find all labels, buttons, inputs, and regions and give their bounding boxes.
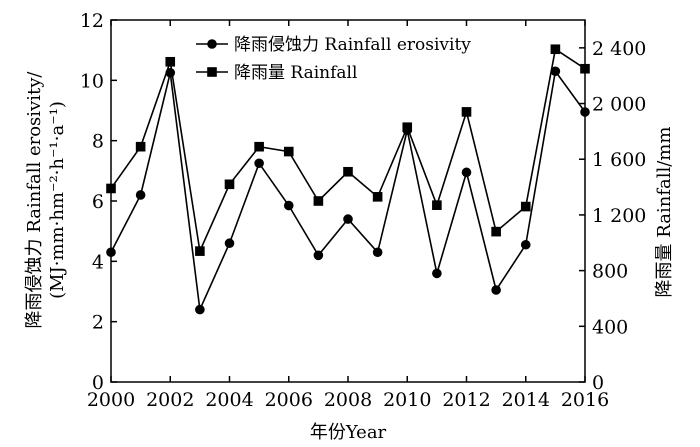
erosivity-point <box>520 239 531 250</box>
x-tick-label: 2010 <box>383 389 431 411</box>
y-axis-left-title-line2: (MJ·mm·hm⁻²·h⁻¹·a⁻¹) <box>47 101 68 299</box>
series-line-1 <box>110 69 586 313</box>
y-right-tick-label: 2 000 <box>592 94 646 116</box>
x-tick-label: 2016 <box>561 389 609 411</box>
erosivity-point <box>491 285 501 295</box>
rainfall-point <box>432 200 442 210</box>
erosivity-point <box>254 158 264 169</box>
erosivity-point <box>283 200 294 211</box>
x-tick-label: 2002 <box>146 389 194 411</box>
y-left-tick-label: 4 <box>92 251 104 273</box>
rainfall-point <box>491 226 501 237</box>
erosivity-point <box>195 304 205 315</box>
erosivity-point <box>106 247 116 258</box>
x-tick-label: 2006 <box>265 389 313 411</box>
axes-layer: 2000 2002 2004 2006 2008 2010 2012 2014 20160246… <box>80 10 647 411</box>
x-tick-label: 2014 <box>502 389 550 411</box>
y-left-tick-label: 0 <box>92 372 104 394</box>
rainfall-point <box>550 44 561 55</box>
erosivity-point <box>135 190 146 200</box>
y-right-tick-label: 1 600 <box>592 149 646 171</box>
legend-marker-circle <box>207 39 217 49</box>
x-axis-title: 年份Year <box>310 422 387 443</box>
legend-label-2: 降雨量 Rainfall <box>234 63 357 83</box>
y-left-tick-label: 6 <box>92 191 104 213</box>
legend-marker-square <box>207 67 217 77</box>
rainfall-point <box>520 201 531 212</box>
rainfall-point <box>106 183 116 194</box>
erosivity-point <box>372 247 383 258</box>
rainfall-point <box>372 192 383 202</box>
y-right-tick-label: 400 <box>592 316 628 338</box>
legend-label-1: 降雨侵蚀力 Rainfall erosivity <box>234 35 471 55</box>
x-tick-label: 2000 <box>87 389 135 411</box>
y-left-tick-label: 10 <box>80 70 104 92</box>
rainfall-point <box>254 141 264 152</box>
erosivity-point <box>461 167 472 178</box>
x-tick-label: 2008 <box>324 389 372 411</box>
y-right-tick-label: 0 <box>592 372 604 394</box>
y-right-tick-label: 1 200 <box>592 205 646 227</box>
rainfall-point <box>402 122 413 133</box>
erosivity-point <box>313 250 324 261</box>
erosivity-point <box>550 66 561 77</box>
erosivity-point <box>343 214 353 224</box>
legend: 降雨侵蚀力 Rainfall erosivity 降雨量 Rainfall <box>196 35 471 83</box>
series-layer <box>106 44 590 315</box>
erosivity-point <box>224 238 235 249</box>
x-tick-label: 2004 <box>205 389 253 411</box>
y-left-tick-label: 8 <box>92 131 104 153</box>
rainfall-point <box>580 63 590 74</box>
rainfall-point <box>195 246 205 256</box>
y-axis-right-title: 降雨量 Rainfall/mm <box>654 127 675 298</box>
y-left-tick-label: 2 <box>92 312 104 334</box>
erosivity-point <box>580 107 590 117</box>
rainfall-point <box>461 107 472 117</box>
rainfall-point <box>283 146 294 157</box>
rainfall-point <box>313 196 324 206</box>
y-right-tick-label: 2 400 <box>592 38 646 60</box>
rainfall-point <box>343 166 353 177</box>
y-right-tick-label: 800 <box>592 261 628 283</box>
erosivity-point <box>432 268 442 279</box>
rainfall-point <box>224 179 235 190</box>
x-tick-label: 2012 <box>442 389 490 411</box>
rainfall-point <box>135 141 146 152</box>
rainfall-point <box>165 56 176 67</box>
y-axis-left-title-line1: 降雨侵蚀力 Rainfall erosivity/ <box>24 71 45 329</box>
y-left-tick-label: 12 <box>80 10 104 32</box>
